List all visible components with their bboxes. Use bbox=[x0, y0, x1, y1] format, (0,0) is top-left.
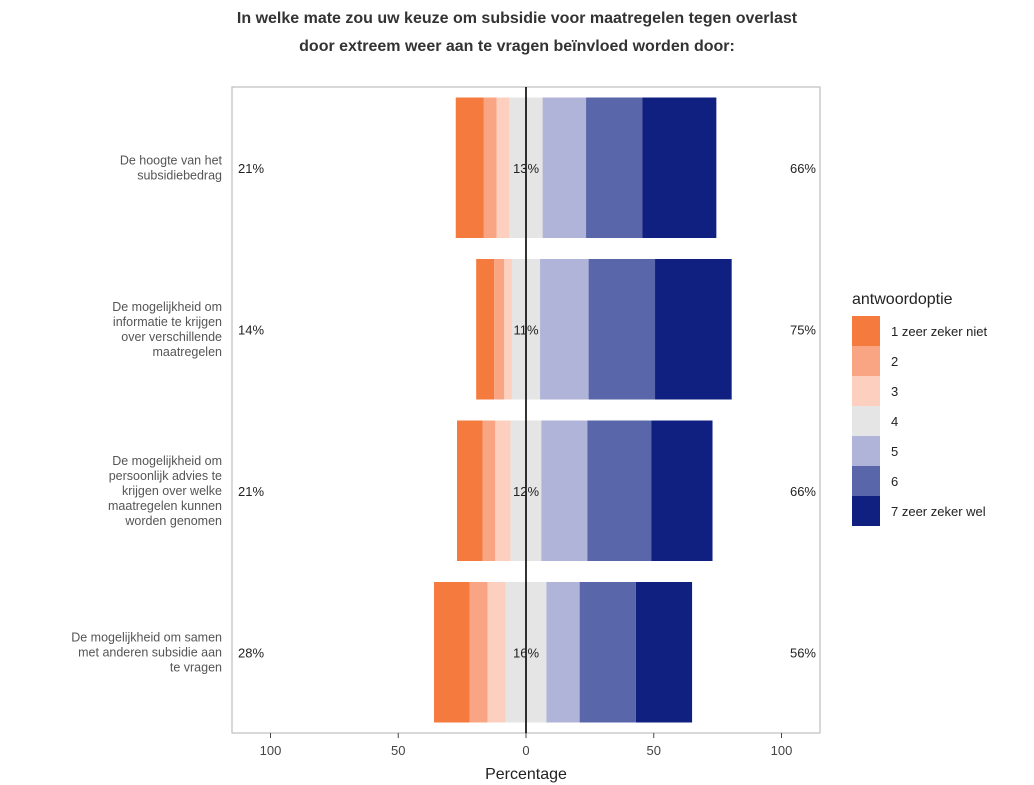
chart-title-line-2: door extreem weer aan te vragen beïnvloe… bbox=[299, 38, 735, 55]
legend-title: antwoordoptie bbox=[852, 291, 953, 308]
legend-label-3: 3 bbox=[891, 384, 898, 399]
bar-segment-4-3 bbox=[487, 582, 506, 723]
legend-label-4: 4 bbox=[891, 414, 898, 429]
neutral-pct-label-2: 11% bbox=[513, 322, 538, 337]
category-label-3-line-3: krijgen over welke bbox=[122, 484, 222, 498]
bar-segment-3-5 bbox=[541, 420, 588, 561]
chart-title-line-1: In welke mate zou uw keuze om subsidie v… bbox=[236, 10, 798, 27]
bar-segment-2-3 bbox=[504, 259, 512, 400]
legend-label-1: 1 zeer zeker niet bbox=[891, 324, 987, 339]
bar-segment-4-1 bbox=[434, 582, 470, 723]
bar-segment-1-1 bbox=[455, 97, 484, 238]
bar-segment-2-5 bbox=[540, 259, 589, 400]
x-tick-label-2: 50 bbox=[391, 743, 405, 758]
x-axis: 100 50 0 50 100 Percentage bbox=[260, 733, 793, 783]
bar-segment-1-2 bbox=[483, 97, 497, 238]
category-label-1-line-1: De hoogte van het bbox=[120, 153, 223, 167]
category-label-4-line-1: De mogelijkheid om samen bbox=[71, 630, 222, 644]
bar-segment-2-2 bbox=[494, 259, 505, 400]
bar-segment-3-1 bbox=[457, 420, 483, 561]
legend-key-4 bbox=[852, 406, 880, 436]
category-label-3-line-5: worden genomen bbox=[124, 514, 222, 528]
category-label-4-line-2: met anderen subsidie aan bbox=[78, 645, 222, 659]
bar-segment-3-3 bbox=[495, 420, 511, 561]
legend: antwoordoptie 1 zeer zeker niet 2 3 4 5 6 7 zee… bbox=[852, 291, 987, 526]
bar-segment-4-2 bbox=[469, 582, 488, 723]
left-pct-label-3: 21% bbox=[238, 484, 264, 499]
category-label-2-line-4: maatregelen bbox=[153, 345, 223, 359]
right-pct-label-4: 56% bbox=[790, 645, 816, 660]
x-tick-label-4: 50 bbox=[647, 743, 661, 758]
left-pct-label-4: 28% bbox=[238, 645, 264, 660]
neutral-pct-label-3: 12% bbox=[513, 484, 539, 499]
bar-segment-4-7 bbox=[635, 582, 693, 723]
x-tick-label-5: 100 bbox=[771, 743, 793, 758]
category-label-3-line-2: persoonlijk advies te bbox=[109, 469, 222, 483]
right-pct-label-3: 66% bbox=[790, 484, 816, 499]
bar-segment-3-7 bbox=[651, 420, 713, 561]
right-pct-label-1: 66% bbox=[790, 161, 816, 176]
legend-label-5: 5 bbox=[891, 444, 898, 459]
legend-key-5 bbox=[852, 436, 880, 466]
bar-segment-1-3 bbox=[496, 97, 510, 238]
category-label-3-line-4: maatregelen kunnen bbox=[108, 499, 222, 513]
bars-layer bbox=[434, 97, 732, 723]
bar-segment-2-6 bbox=[588, 259, 656, 400]
right-pct-label-2: 75% bbox=[790, 322, 816, 337]
left-pct-label-2: 14% bbox=[238, 322, 264, 337]
bar-segment-3-2 bbox=[482, 420, 496, 561]
neutral-pct-label-1: 13% bbox=[513, 161, 539, 176]
category-label-2-line-2: informatie te krijgen bbox=[113, 315, 222, 329]
legend-key-7 bbox=[852, 496, 880, 526]
legend-key-1 bbox=[852, 316, 880, 346]
legend-label-7: 7 zeer zeker wel bbox=[891, 504, 986, 519]
bar-segment-2-1 bbox=[476, 259, 495, 400]
bar-segment-4-5 bbox=[546, 582, 580, 723]
legend-label-6: 6 bbox=[891, 474, 898, 489]
legend-key-6 bbox=[852, 466, 880, 496]
x-axis-title: Percentage bbox=[485, 766, 567, 783]
legend-key-3 bbox=[852, 376, 880, 406]
x-tick-label-1: 100 bbox=[260, 743, 282, 758]
category-label-1-line-2: subsidiebedrag bbox=[137, 168, 222, 182]
bar-segment-1-6 bbox=[586, 97, 643, 238]
x-tick-label-3: 0 bbox=[522, 743, 529, 758]
bar-segment-1-7 bbox=[642, 97, 717, 238]
category-label-2-line-3: over verschillende bbox=[121, 330, 222, 344]
left-pct-label-1: 21% bbox=[238, 161, 264, 176]
bar-segment-3-6 bbox=[587, 420, 652, 561]
bar-segment-4-6 bbox=[579, 582, 636, 723]
category-label-2-line-1: De mogelijkheid om bbox=[112, 300, 222, 314]
legend-key-2 bbox=[852, 346, 880, 376]
bar-segment-1-5 bbox=[542, 97, 587, 238]
legend-label-2: 2 bbox=[891, 354, 898, 369]
category-label-4-line-3: te vragen bbox=[170, 660, 222, 674]
category-label-3-line-1: De mogelijkheid om bbox=[112, 454, 222, 468]
neutral-pct-label-4: 16% bbox=[513, 645, 539, 660]
bar-segment-2-7 bbox=[655, 259, 732, 400]
